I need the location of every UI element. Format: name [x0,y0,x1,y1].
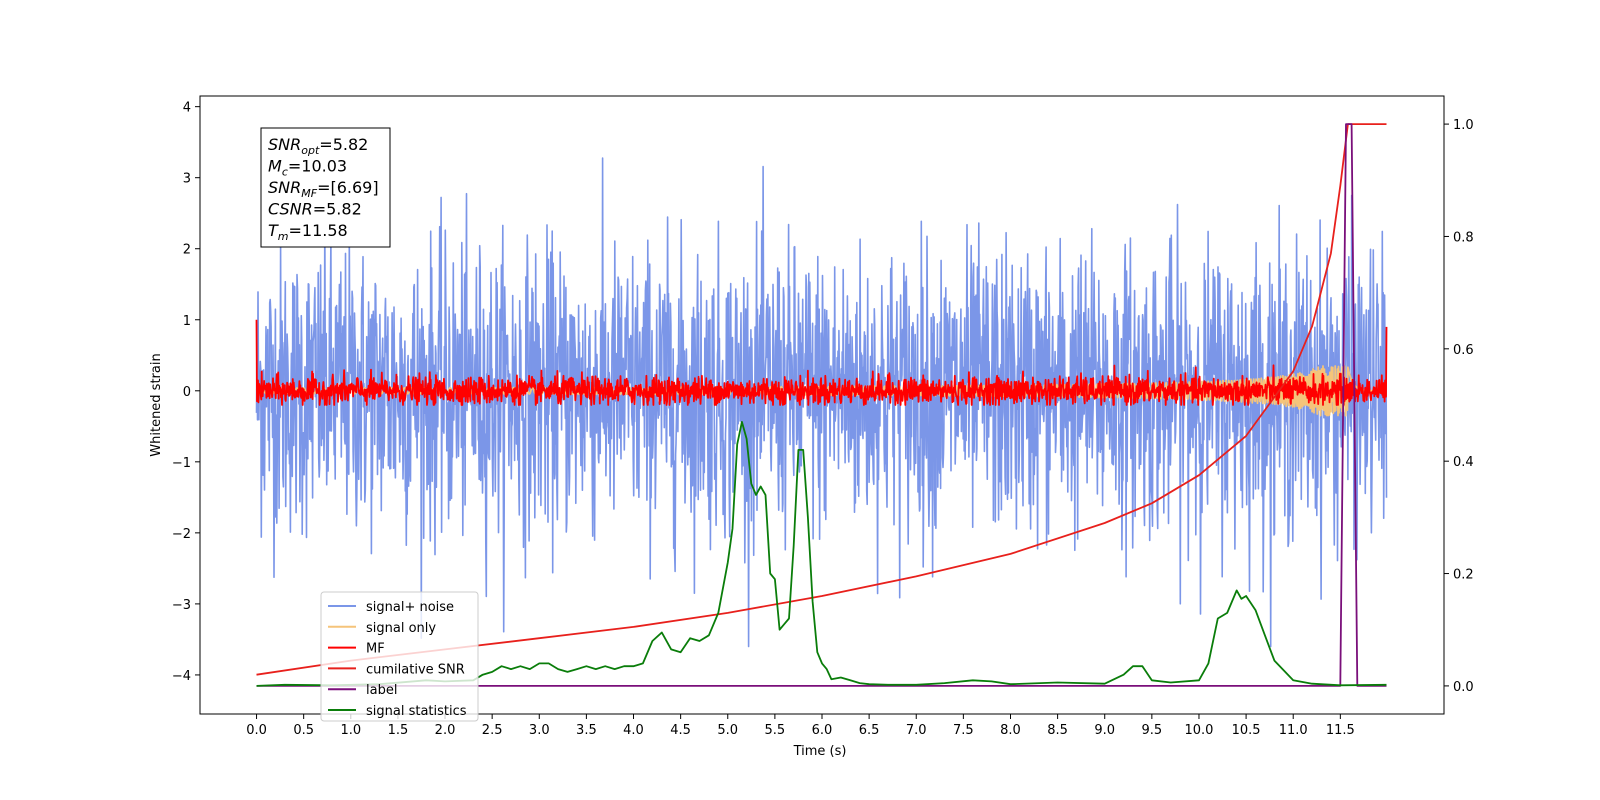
y-tick-label: 3 [183,172,191,187]
annotation-line: SNRMF=[6.69] [268,178,379,200]
series-line-signal-statistics [256,421,1387,687]
x-tick-label: 3.5 [576,723,597,738]
y-tick-label: 4 [183,101,191,116]
x-tick-label: 2.5 [482,723,503,738]
x-tick-label: 11.0 [1279,723,1308,738]
x-tick-label: 0.0 [246,723,267,738]
legend-label: signal+ noise [366,600,454,615]
y-tick-label: 1 [183,314,191,329]
y-tick-label: −2 [172,527,191,542]
x-tick-label: 5.0 [717,723,738,738]
legend-label: signal statistics [366,704,467,719]
x-tick-label: 11.5 [1326,723,1355,738]
legend-label: MF [366,642,385,657]
y-axis-right: 1.0 0.8 0.6 0.4 0.2 0.0 [1444,118,1474,695]
x-tick-label: 0.5 [293,723,314,738]
x-tick-label: 1.5 [388,723,409,738]
annotation-line: SNRopt=5.82 [268,135,368,157]
x-tick-label: 6.0 [812,723,833,738]
series-line-mf [255,319,1388,406]
y2-tick-label: 0.4 [1453,455,1474,470]
legend-frame [320,591,479,722]
x-tick-label: 10.5 [1232,723,1261,738]
x-tick-label: 7.0 [906,723,927,738]
y2-tick-label: 0.6 [1453,343,1474,358]
y2-tick-label: 0.8 [1453,230,1474,245]
x-axis: 0.0 0.5 1.0 1.5 2.0 2.5 3.0 3.5 4.0 4.5 5.0 5.5 6.0 6… [246,714,1355,738]
annotation-line: CSNR=5.82 [268,200,362,219]
x-tick-label: 2.0 [435,723,456,738]
x-tick-label: 1.0 [340,723,361,738]
series-layer [255,123,1388,687]
x-tick-label: 10.0 [1184,723,1213,738]
y-tick-label: 2 [183,243,191,258]
x-tick-label: 4.5 [670,723,691,738]
y2-tick-label: 1.0 [1453,118,1474,133]
x-tick-label: 3.0 [529,723,550,738]
annotation-line: Tm=11.58 [268,221,348,243]
series-line-cumilative-snr [256,123,1387,676]
x-tick-label: 6.5 [859,723,880,738]
x-tick-label: 7.5 [953,723,974,738]
annotation-line: Mc=10.03 [268,157,347,179]
y-tick-label: −4 [172,669,191,684]
plot-area [199,95,1445,715]
legend-label: cumilative SNR [366,662,465,677]
x-tick-label: 4.0 [623,723,644,738]
legend-label: signal only [366,621,436,636]
annotation-frame [260,127,391,248]
x-tick-label: 8.5 [1047,723,1068,738]
x-axis-label: Time (s) [793,744,847,759]
y-axis-label: Whitened strain [149,353,164,456]
x-tick-label: 8.0 [1000,723,1021,738]
annotation-box: SNRopt=5.82Mc=10.03SNRMF=[6.69]CSNR=5.82… [260,127,391,248]
y-tick-label: −3 [172,598,191,613]
x-tick-label: 9.5 [1142,723,1163,738]
series-line-signal-noise [255,157,1388,648]
y2-tick-label: 0.2 [1453,568,1474,583]
y2-tick-label: 0.0 [1453,680,1474,695]
x-tick-label: 9.0 [1094,723,1115,738]
legend-label: label [366,683,397,698]
y-tick-label: 0 [183,385,191,400]
legend: signal+ noise signal only MF cumilative SNR… [320,591,479,722]
y-tick-label: −1 [172,456,191,471]
y-axis-left: 4 3 2 1 0 −1 −2 −3 −4 [172,101,200,684]
x-tick-label: 5.5 [765,723,786,738]
